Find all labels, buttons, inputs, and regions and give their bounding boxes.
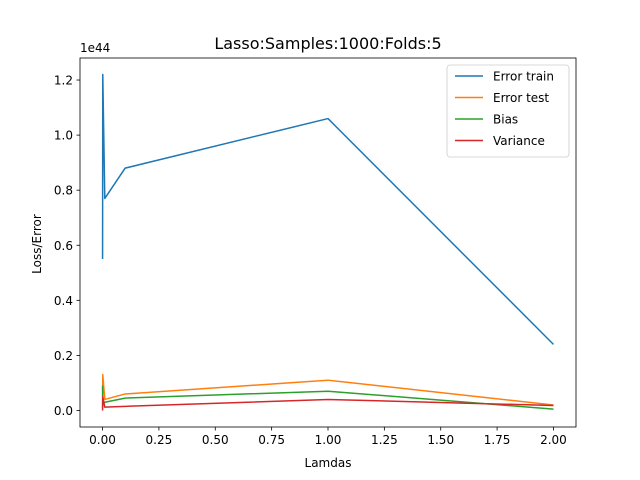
x-tick-label: 1.00 (315, 433, 342, 447)
series-line-1 (101, 373, 554, 408)
x-tick-label: 0.00 (89, 433, 116, 447)
legend-label: Variance (493, 134, 545, 148)
y-tick-label: 0.8 (54, 184, 73, 198)
y-tick-label: 0.6 (54, 239, 73, 253)
y-tick-label: 1.2 (54, 74, 73, 88)
axes: 0.00 0.25 0.50 0.75 1.00 1.25 1.50 1.75 2.00 0.0 0… (54, 57, 577, 447)
x-tick-label: 1.75 (484, 433, 511, 447)
x-tick-label: 1.50 (427, 433, 454, 447)
legend-label: Error test (493, 91, 549, 105)
series-line-0 (101, 73, 554, 345)
y-tick-label: 1.0 (54, 129, 73, 143)
legend-box (446, 64, 570, 158)
legend-label: Error train (493, 70, 554, 84)
x-tick-label: 0.25 (146, 433, 173, 447)
legend-label: Bias (493, 113, 518, 127)
x-axis-label: Lamdas (305, 456, 352, 470)
chart-title: Lasso:Samples:1000:Folds:5 (214, 34, 441, 53)
legend: Error train Error test Bias Variance (446, 64, 570, 158)
y-tick-label: 0.2 (54, 349, 73, 363)
x-tick-label: 0.50 (202, 433, 229, 447)
y-axis-offset-label: 1e44 (80, 41, 110, 55)
y-tick-label: 0.0 (54, 404, 73, 418)
x-tick-label: 0.75 (258, 433, 285, 447)
x-tick-label: 1.25 (371, 433, 398, 447)
y-axis-label: Loss/Error (30, 214, 44, 274)
y-tick-label: 0.4 (54, 294, 73, 308)
x-tick-label: 2.00 (540, 433, 567, 447)
series-line-3 (101, 395, 554, 411)
plot-area (101, 73, 554, 411)
